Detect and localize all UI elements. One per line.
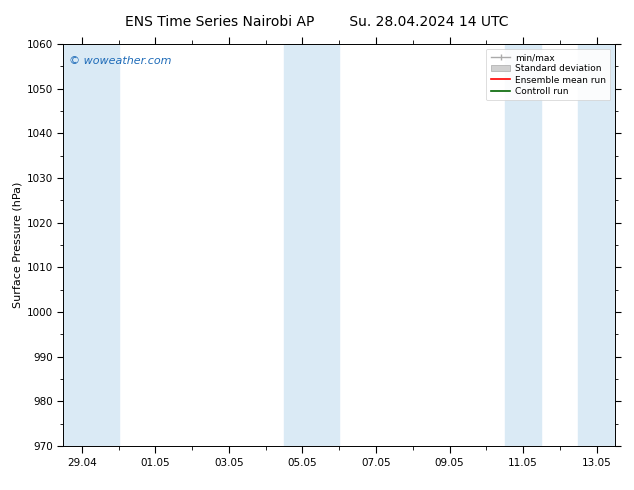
Y-axis label: Surface Pressure (hPa): Surface Pressure (hPa) bbox=[13, 182, 23, 308]
Bar bbox=[63, 44, 119, 446]
Bar bbox=[505, 44, 541, 446]
Bar bbox=[578, 44, 615, 446]
Text: © woweather.com: © woweather.com bbox=[69, 56, 171, 66]
Legend: min/max, Standard deviation, Ensemble mean run, Controll run: min/max, Standard deviation, Ensemble me… bbox=[486, 49, 611, 100]
Bar bbox=[284, 44, 339, 446]
Text: ENS Time Series Nairobi AP        Su. 28.04.2024 14 UTC: ENS Time Series Nairobi AP Su. 28.04.202… bbox=[126, 15, 508, 29]
